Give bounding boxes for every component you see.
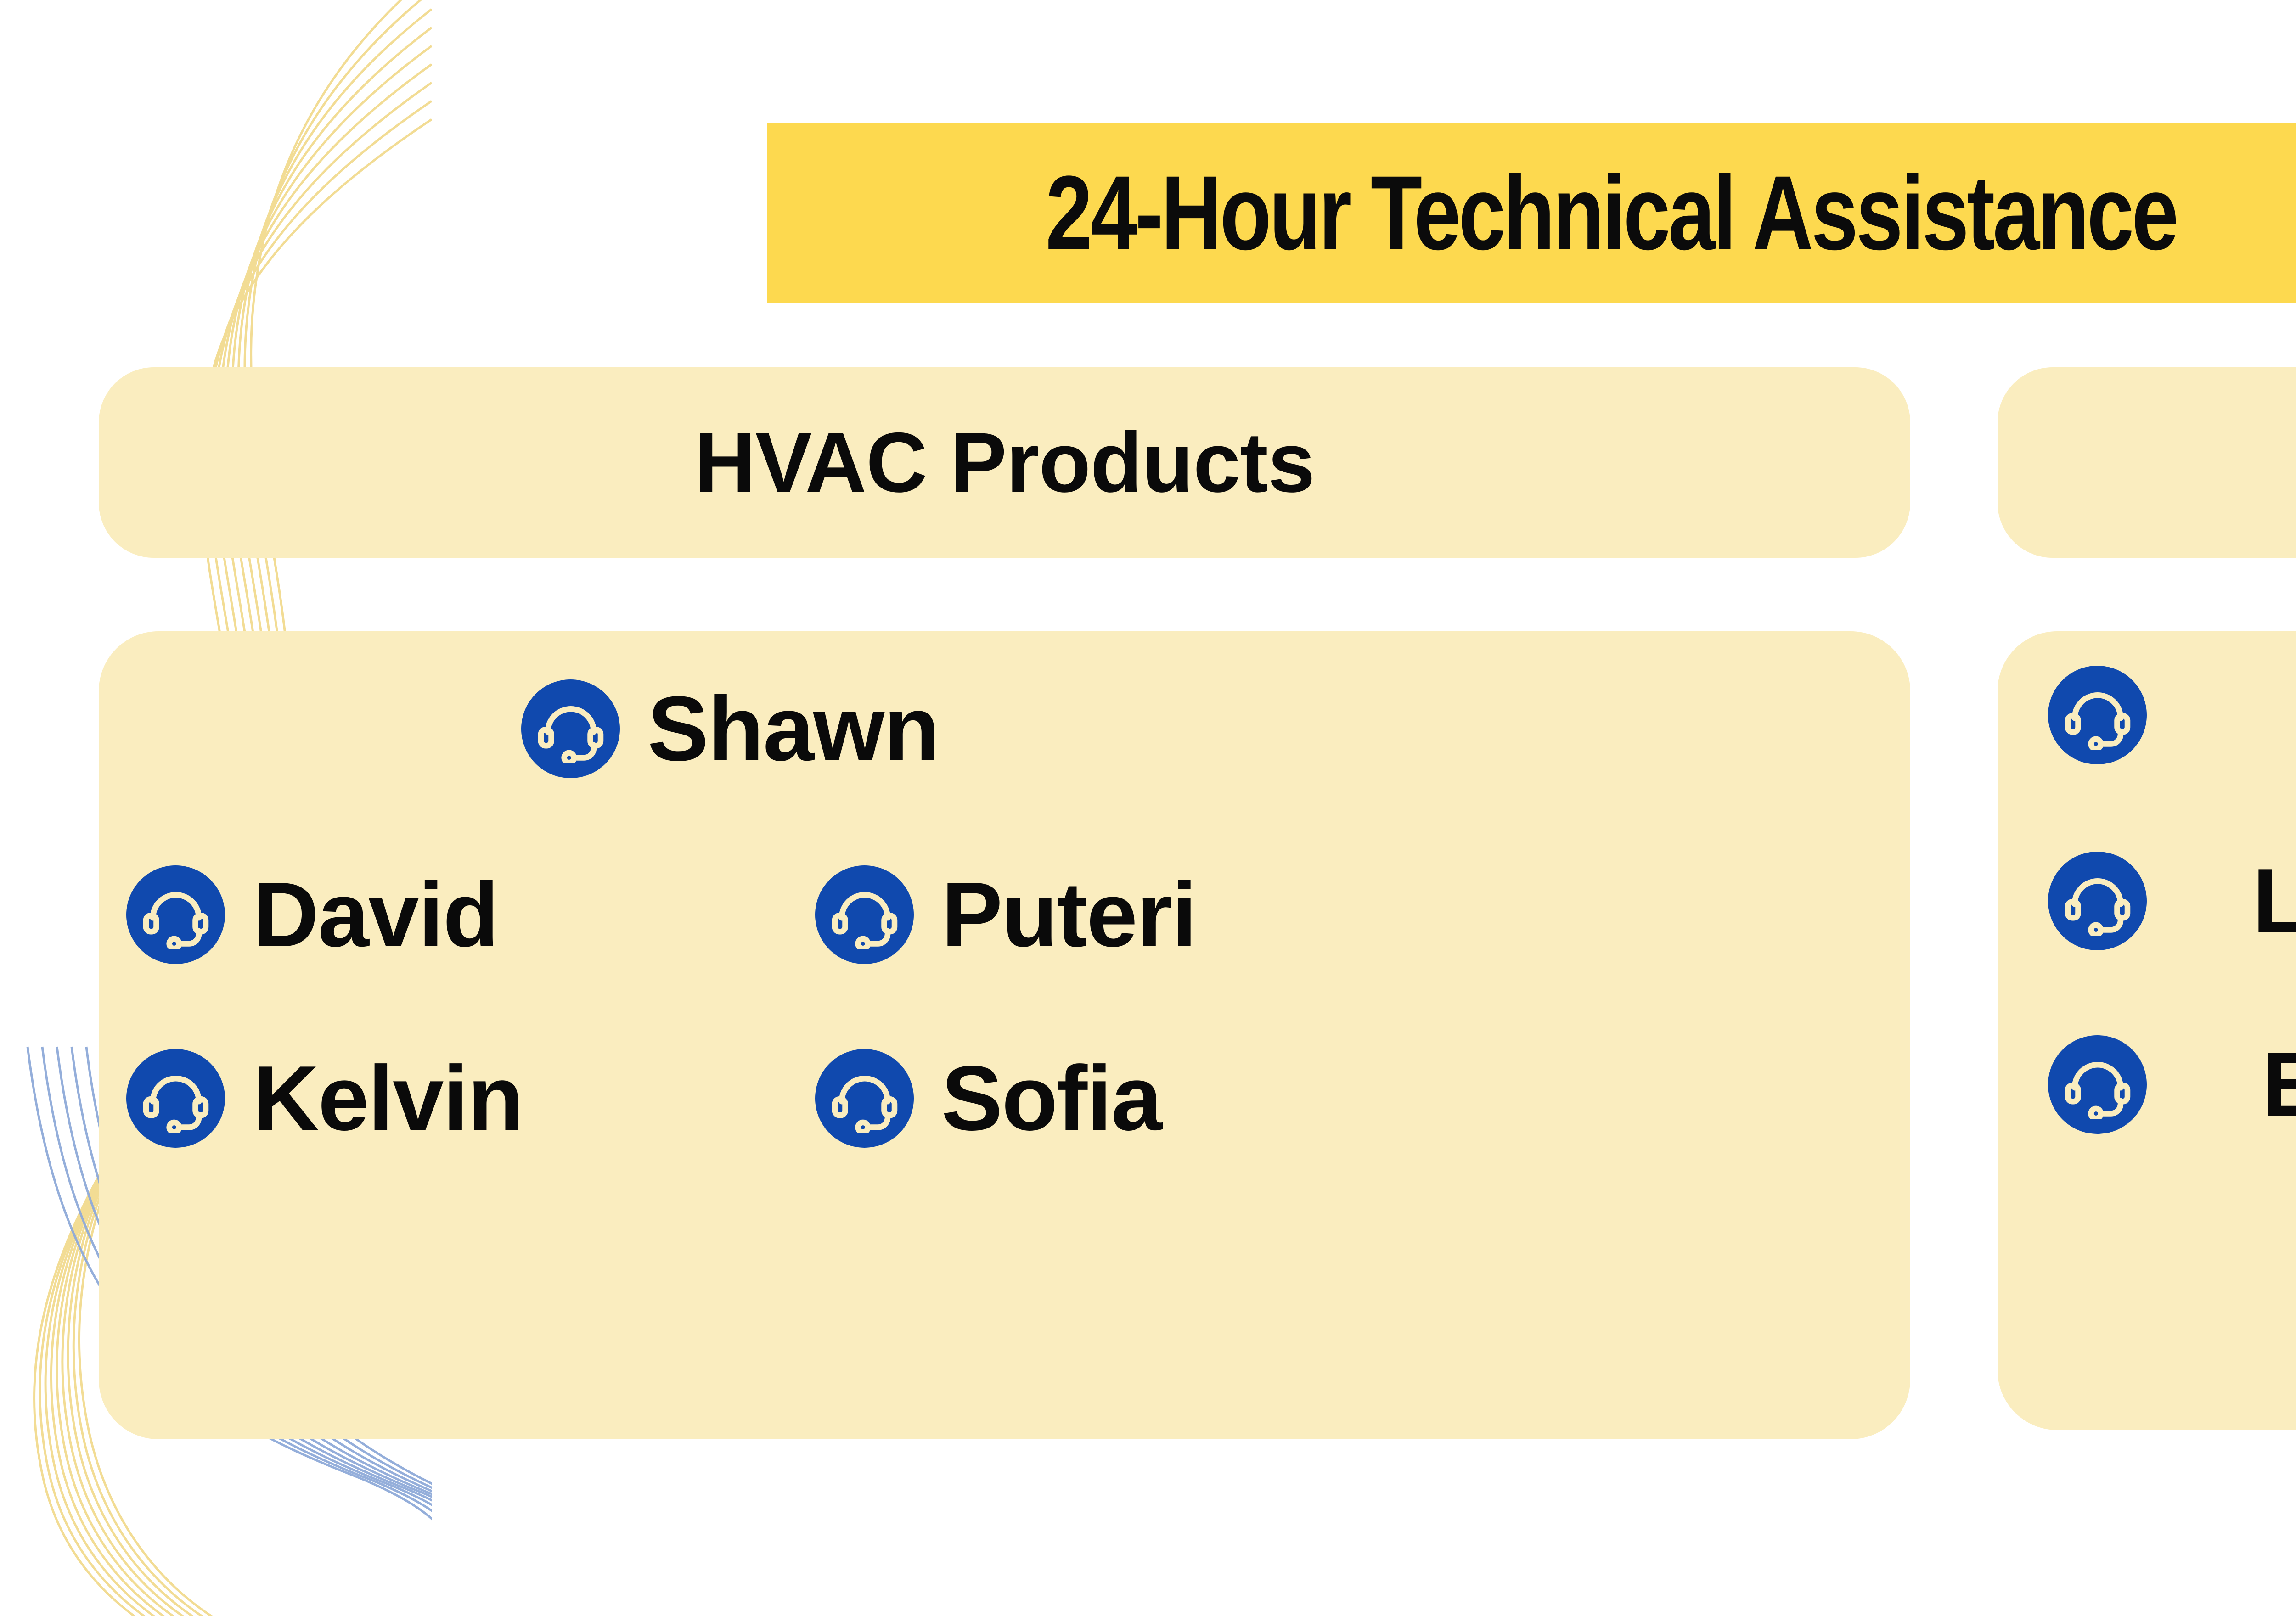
agent-name: Shawn bbox=[647, 677, 940, 780]
column-hvac: HVAC Products Shawn bbox=[99, 367, 1910, 1439]
headset-icon bbox=[126, 865, 225, 964]
headset-icon bbox=[2048, 666, 2147, 764]
agent-entry[interactable]: Eric bbox=[2048, 1035, 2296, 1134]
agent-name: Kelvin bbox=[253, 1047, 523, 1150]
agent-entry[interactable]: Puteri bbox=[815, 863, 1197, 966]
agent-entry[interactable]: David bbox=[126, 863, 499, 966]
agent-entry[interactable]: Sofia bbox=[815, 1047, 1162, 1150]
agent-name: David bbox=[253, 863, 499, 966]
column-body-furniture: JH Lyna bbox=[1998, 631, 2296, 1430]
headset-icon bbox=[521, 679, 620, 778]
column-header-hvac: HVAC Products bbox=[99, 367, 1910, 558]
headset-icon bbox=[815, 1049, 914, 1148]
agent-name: Lyna bbox=[2252, 849, 2296, 952]
agent-entry[interactable]: Shawn bbox=[521, 677, 940, 780]
column-header-label: HVAC Products bbox=[694, 415, 1315, 510]
agent-name: Sofia bbox=[941, 1047, 1162, 1150]
headset-icon bbox=[815, 865, 914, 964]
agent-entry[interactable]: JH bbox=[2048, 666, 2296, 764]
agent-name: Eric bbox=[2262, 1033, 2296, 1136]
page-title-banner: 24-Hour Technical Assistance bbox=[767, 123, 2296, 303]
headset-icon bbox=[2048, 1035, 2147, 1134]
headset-icon bbox=[2048, 852, 2147, 950]
headset-icon bbox=[126, 1049, 225, 1148]
column-body-hvac: Shawn David bbox=[99, 631, 1910, 1439]
column-header-furniture: Furniture bbox=[1998, 367, 2296, 558]
agent-entry[interactable]: Kelvin bbox=[126, 1049, 523, 1148]
agent-name: Puteri bbox=[941, 863, 1197, 966]
column-furniture: Furniture JH bbox=[1998, 367, 2296, 1430]
page-title: 24-Hour Technical Assistance bbox=[1045, 154, 2178, 272]
agent-entry[interactable]: Lyna bbox=[2048, 852, 2296, 950]
